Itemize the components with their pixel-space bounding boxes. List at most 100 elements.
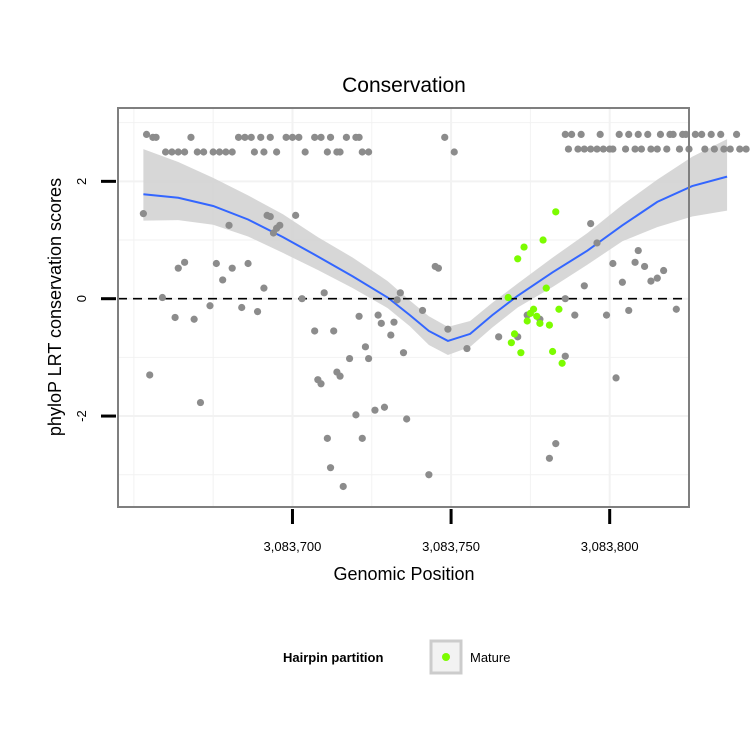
data-point-other xyxy=(587,145,595,153)
data-point-other xyxy=(717,130,725,139)
y-tick-label: 2 xyxy=(74,178,89,185)
data-point-other xyxy=(247,133,255,141)
data-point-other xyxy=(593,239,601,247)
data-point-other xyxy=(326,464,335,472)
data-point-other xyxy=(637,145,646,153)
data-point-other xyxy=(596,130,604,139)
data-point-other xyxy=(295,133,303,141)
data-point-other xyxy=(345,354,354,363)
data-point-other xyxy=(206,302,214,310)
data-point-mature xyxy=(542,284,550,292)
data-point-other xyxy=(396,289,404,297)
x-axis-title: Genomic Position xyxy=(333,564,474,584)
data-point-other xyxy=(174,148,182,156)
data-point-other xyxy=(732,130,741,139)
data-point-mature xyxy=(529,305,538,313)
data-point-other xyxy=(311,133,319,141)
data-point-mature xyxy=(504,293,512,302)
data-point-other xyxy=(311,327,319,335)
data-point-other xyxy=(260,284,268,292)
data-point-other xyxy=(358,434,366,442)
data-point-other xyxy=(574,145,582,153)
data-point-other xyxy=(444,325,452,333)
data-point-other xyxy=(647,145,655,153)
data-point-other xyxy=(380,403,389,411)
data-point-mature xyxy=(552,208,560,216)
data-point-other xyxy=(358,148,366,156)
data-point-other xyxy=(339,482,347,491)
data-point-other xyxy=(653,145,661,153)
data-point-mature xyxy=(520,243,528,251)
data-point-other xyxy=(212,259,220,268)
data-point-other xyxy=(587,219,595,228)
data-point-other xyxy=(609,259,617,268)
confidence-band-layer xyxy=(143,139,728,356)
smooth-trend-line xyxy=(143,175,728,343)
data-point-other xyxy=(330,327,338,335)
data-point-other xyxy=(139,210,147,218)
x-tick-label: 3,083,700 xyxy=(264,539,322,554)
data-point-other xyxy=(710,145,718,153)
data-point-other xyxy=(187,133,195,141)
data-point-other xyxy=(660,266,668,275)
data-point-other xyxy=(552,440,560,448)
data-point-mature xyxy=(548,347,557,356)
data-point-other xyxy=(193,148,201,156)
data-point-other xyxy=(545,454,554,462)
y-axis-title: phyloP LRT conservation scores xyxy=(45,178,65,436)
data-point-other xyxy=(168,148,176,156)
chart-title: Conservation xyxy=(342,74,466,97)
data-point-other xyxy=(320,289,328,297)
data-point-other xyxy=(571,311,579,319)
data-point-other xyxy=(736,145,744,153)
data-point-other xyxy=(174,264,182,272)
data-point-other xyxy=(342,133,350,141)
data-point-other xyxy=(365,354,373,363)
data-point-other xyxy=(399,349,408,357)
y-tick-label: 0 xyxy=(74,295,89,302)
data-point-other xyxy=(631,145,639,153)
data-point-other xyxy=(634,130,642,139)
data-point-other xyxy=(441,133,449,141)
data-point-other xyxy=(580,145,588,153)
data-point-mature xyxy=(517,349,525,357)
data-point-other xyxy=(561,130,569,139)
data-point-mature xyxy=(558,359,566,367)
data-point-other xyxy=(561,295,569,303)
data-point-other xyxy=(317,380,325,388)
data-point-other xyxy=(634,246,642,255)
data-point-other xyxy=(196,398,205,407)
legend-key-mature-marker xyxy=(442,653,450,661)
data-point-other xyxy=(234,133,243,141)
data-point-other xyxy=(371,406,379,414)
data-point-other xyxy=(171,313,179,322)
y-axis: -2 0 2 xyxy=(74,178,116,422)
data-point-other xyxy=(146,371,154,379)
confidence-band xyxy=(143,139,728,356)
points-mature xyxy=(504,208,566,367)
data-point-other xyxy=(181,148,189,156)
data-point-mature xyxy=(533,312,541,320)
data-point-other xyxy=(215,148,224,156)
data-point-mature xyxy=(536,319,544,327)
data-point-other xyxy=(669,130,677,139)
points-other xyxy=(139,130,750,491)
data-point-other xyxy=(361,343,370,351)
data-point-other xyxy=(675,145,684,153)
data-point-other xyxy=(720,145,728,153)
data-point-other xyxy=(273,148,281,156)
data-point-mature xyxy=(514,255,522,263)
data-point-other xyxy=(336,372,344,380)
data-point-other xyxy=(387,331,395,339)
plot-panel xyxy=(117,107,750,508)
legend-label-mature: Mature xyxy=(470,650,510,665)
data-point-other xyxy=(593,145,601,153)
data-point-other xyxy=(390,318,398,326)
data-point-other xyxy=(158,293,167,302)
data-point-other xyxy=(288,133,297,141)
data-point-other xyxy=(647,277,655,285)
data-point-other xyxy=(161,148,170,156)
data-point-mature xyxy=(555,305,563,313)
data-point-other xyxy=(298,295,306,303)
